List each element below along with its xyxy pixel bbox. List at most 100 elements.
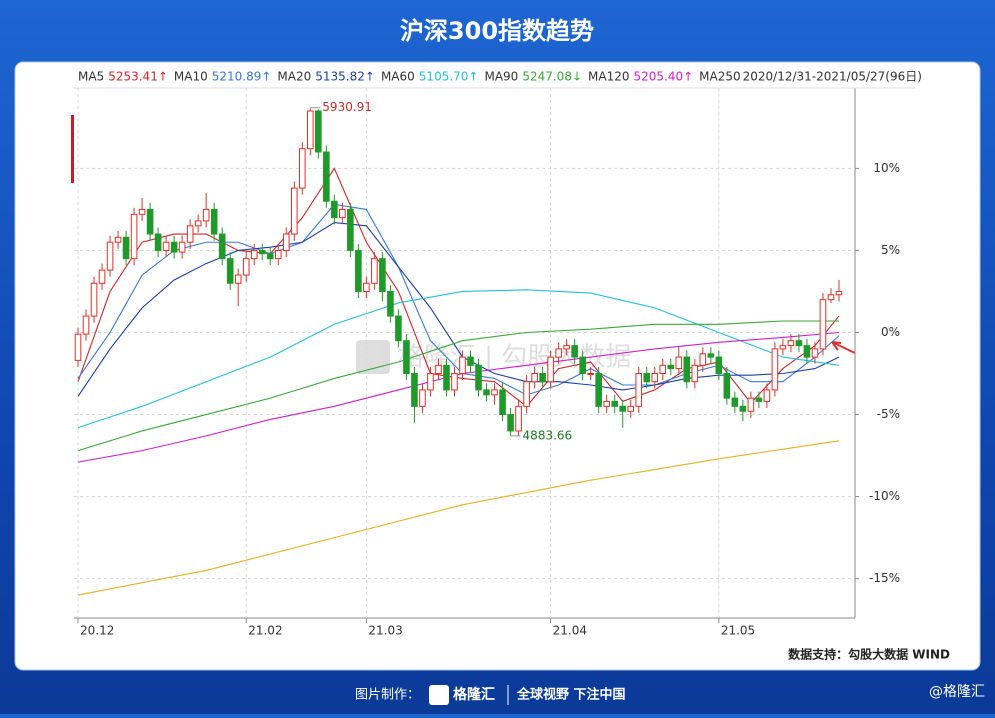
candle-body	[747, 397, 755, 412]
candle-body	[579, 356, 586, 375]
candle-body	[403, 340, 410, 375]
candle-body	[803, 345, 811, 358]
source: 数据支持：勾股大数据 WIND	[788, 647, 950, 662]
candle-body	[339, 208, 346, 219]
legend-value: 5247.08↓	[522, 70, 582, 84]
candle-body	[290, 187, 298, 235]
candle-body	[563, 345, 570, 350]
candle-body	[539, 373, 546, 383]
candle-body	[178, 241, 186, 253]
candle-body	[315, 110, 322, 153]
y-tick-label: 10%	[873, 161, 900, 175]
candle-body	[274, 249, 282, 260]
candle-body	[170, 241, 178, 253]
legend-name: MA5	[78, 70, 104, 84]
candle-body	[282, 233, 290, 251]
legend-value: 5135.82↑	[315, 70, 375, 84]
candle-body	[611, 400, 618, 407]
candle-body	[234, 274, 242, 284]
candle-body	[355, 249, 362, 292]
candle-body	[74, 333, 82, 361]
candle-body	[90, 282, 98, 317]
candle-body	[643, 373, 651, 383]
candle-body	[226, 258, 234, 284]
candle-body	[619, 405, 627, 412]
candle-body	[667, 364, 675, 370]
x-tick-label: 20.12	[80, 624, 114, 638]
ma-line	[77, 289, 840, 429]
candle-body	[82, 315, 90, 335]
candle-body	[491, 389, 498, 396]
x-tick-label: 21.05	[721, 624, 755, 638]
side-marker	[71, 115, 74, 183]
candle-body	[699, 353, 707, 366]
candle-body	[731, 397, 739, 407]
candle-body	[331, 200, 338, 219]
legend-name: MA60	[381, 70, 415, 84]
candle-body	[258, 249, 266, 255]
x-tick-label: 21.04	[553, 624, 587, 638]
candle-body	[443, 364, 450, 391]
candle-body	[587, 373, 594, 376]
candle-body	[507, 414, 514, 432]
candle-body	[395, 315, 402, 342]
x-tick-label: 21.03	[368, 624, 402, 638]
candle-body	[627, 405, 635, 412]
ma-line	[77, 320, 839, 452]
candle-body	[819, 299, 827, 350]
candle-body	[138, 208, 146, 215]
candle-body	[603, 400, 610, 407]
candle-body	[242, 258, 250, 276]
candle-body	[755, 397, 763, 402]
candle-body	[363, 282, 370, 292]
ma-line	[77, 440, 840, 596]
candle-body	[347, 208, 354, 251]
candle-body	[379, 258, 386, 292]
candle-body	[435, 364, 442, 375]
candle-body	[595, 373, 602, 407]
candle-body	[202, 208, 210, 222]
handle: @格隆汇	[929, 684, 985, 700]
x-tick-label: 21.02	[248, 624, 282, 638]
candle-body	[523, 381, 530, 407]
panel	[14, 61, 981, 671]
candle-body	[306, 110, 314, 150]
candle-body	[723, 373, 731, 399]
candle-body	[371, 258, 378, 284]
candle-body	[715, 356, 723, 375]
candle-body	[162, 241, 170, 251]
candle-body	[459, 356, 466, 375]
candle-body	[194, 220, 202, 227]
candle-body	[547, 356, 554, 383]
candle-body	[250, 249, 258, 260]
chart-title: 沪深300指数趋势	[400, 17, 594, 45]
candle-body	[787, 340, 795, 347]
legend-value: 5105.70↑	[419, 70, 479, 84]
credit: 图片制作：	[355, 688, 420, 703]
candle-body	[154, 233, 162, 251]
svg-text:格隆汇 | 勾股大数据: 格隆汇 | 勾股大数据	[398, 343, 631, 373]
candle-body	[106, 241, 114, 271]
candle-body	[427, 373, 434, 391]
candle-body	[811, 348, 819, 358]
candle-body	[98, 269, 106, 284]
candle-body	[763, 389, 771, 402]
candle-body	[419, 389, 426, 407]
candle-body	[635, 373, 643, 407]
candle-body	[218, 233, 226, 260]
legend-name: MA250	[699, 70, 740, 84]
brand: 格隆汇	[453, 686, 495, 703]
candle-body	[387, 290, 394, 317]
candle-body	[186, 225, 194, 243]
candle-body	[114, 236, 122, 243]
candle-body	[795, 340, 803, 347]
candle-body	[298, 148, 306, 189]
candle-body	[659, 364, 667, 375]
candle-body	[130, 213, 138, 260]
candle-body	[683, 356, 691, 383]
annotation: 5930.91	[322, 100, 372, 114]
candle-body	[483, 389, 490, 396]
y-tick-label: -15%	[869, 571, 900, 585]
candle-body	[122, 236, 130, 260]
candle-body	[146, 208, 154, 235]
